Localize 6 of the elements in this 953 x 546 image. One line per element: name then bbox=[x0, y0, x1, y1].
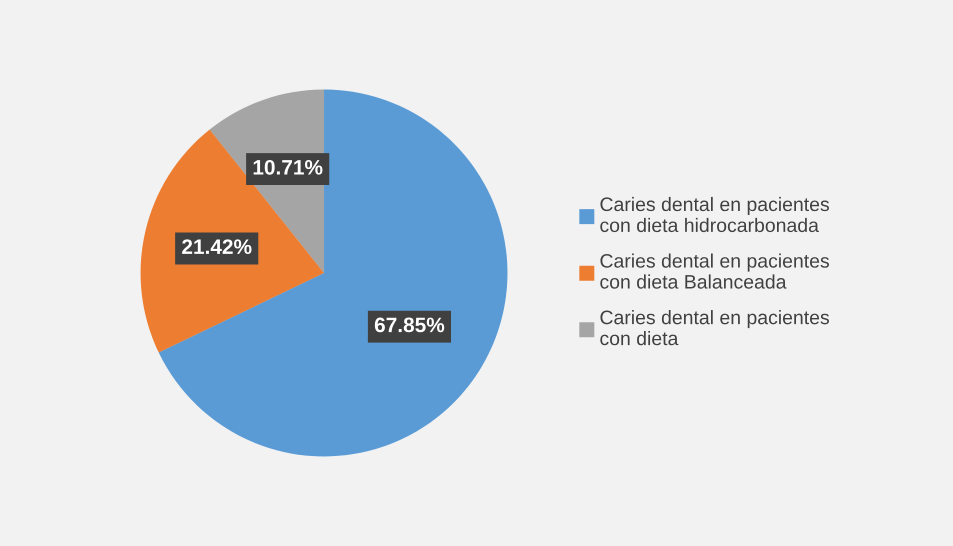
legend-label: Caries dental en pacientes con dieta bbox=[600, 310, 829, 346]
data-label: 67.85% bbox=[374, 318, 444, 332]
legend-label: Caries dental en pacientes con dieta hidrocarbonada bbox=[600, 196, 829, 232]
data-label: 21.42% bbox=[182, 239, 252, 254]
data-label: 10.71% bbox=[254, 160, 322, 175]
legend-label: Caries dental en pacientes con dieta Balanceada bbox=[600, 253, 829, 289]
